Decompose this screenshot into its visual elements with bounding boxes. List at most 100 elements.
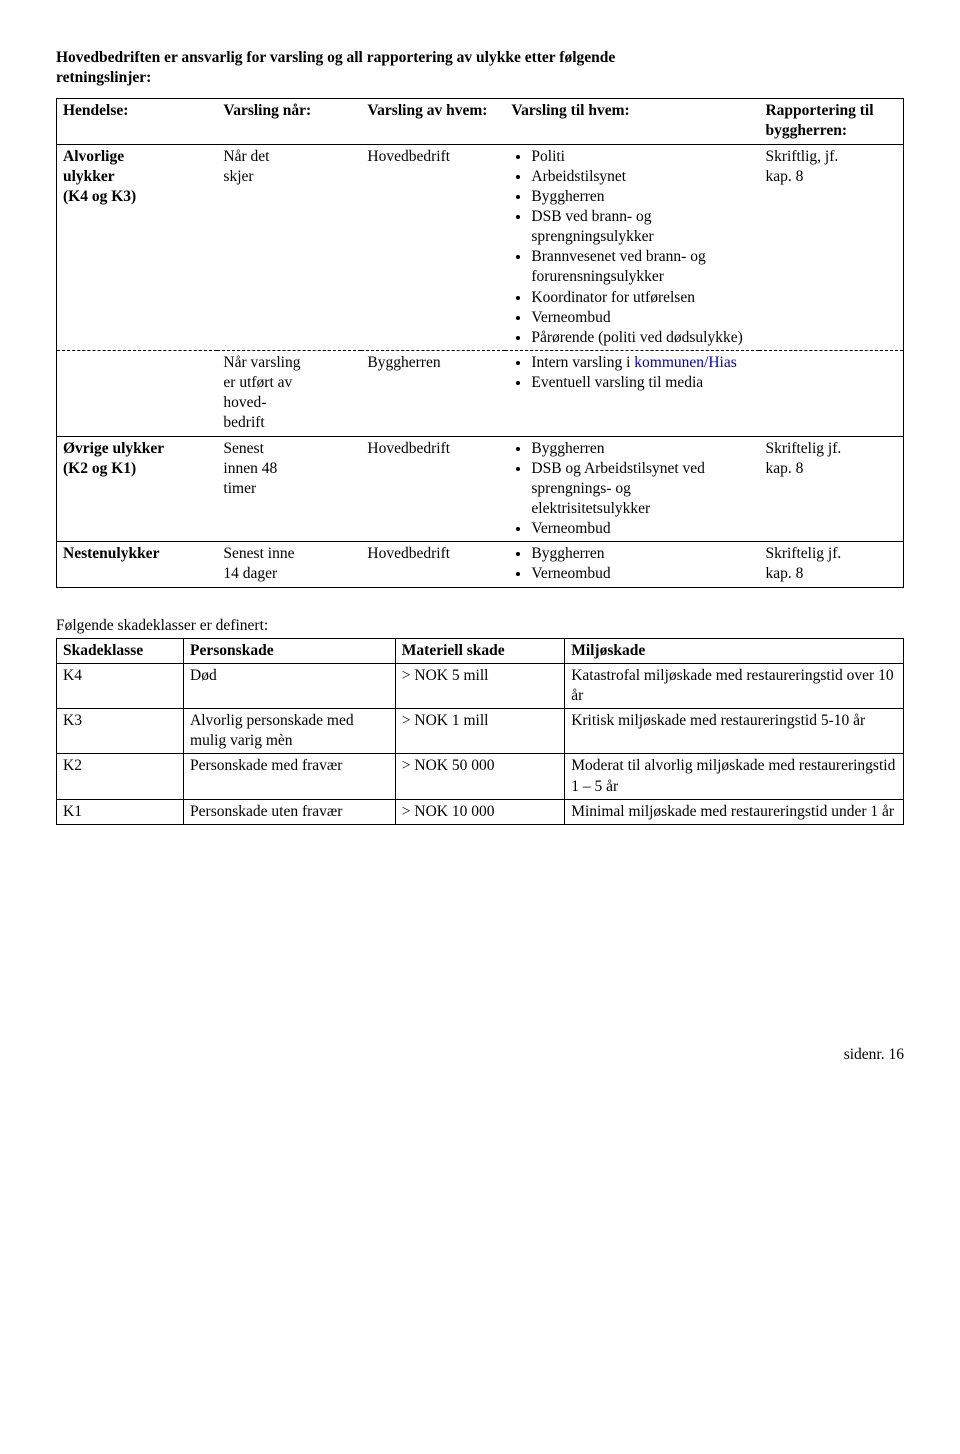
list-item: Koordinator for utførelsen — [531, 288, 753, 308]
txt: Alvorlige — [63, 148, 124, 165]
txt: 14 dager — [223, 565, 277, 582]
cell-rapp: Skriftelig jf. kap. 8 — [759, 542, 903, 587]
cell-materiell: > NOK 50 000 — [395, 754, 564, 799]
cell-materiell: > NOK 5 mill — [395, 663, 564, 708]
txt: ulykker — [63, 168, 115, 185]
table-row: Nestenulykker Senest inne 14 dager Hoved… — [57, 542, 904, 587]
txt: timer — [223, 480, 256, 497]
intro-line-1: Hovedbedriften er ansvarlig for varsling… — [56, 49, 615, 66]
cell-av: Hovedbedrift — [361, 542, 505, 587]
th-av: Varsling av hvem: — [361, 99, 505, 144]
cell-person: Personskade uten fravær — [184, 799, 396, 824]
cell-nar: Når varsling er utført av hoved- bedrift — [217, 350, 361, 436]
cell-person: Død — [184, 663, 396, 708]
txt: Når det — [223, 148, 269, 165]
list-item: Pårørende (politi ved dødsulykke) — [531, 328, 753, 348]
txt: innen 48 — [223, 460, 277, 477]
txt: Nestenulykker — [63, 545, 159, 562]
txt: Hovedbedrift — [367, 440, 450, 457]
txt: Byggherren — [367, 354, 440, 371]
table-row: Alvorlige ulykker (K4 og K3) Når det skj… — [57, 144, 904, 350]
txt: Hovedbedrift — [367, 545, 450, 562]
page-footer: sidenr. 16 — [56, 1045, 904, 1065]
table-row: K4 Død > NOK 5 mill Katastrofal miljøska… — [57, 663, 904, 708]
varsling-table: Hendelse: Varsling når: Varsling av hvem… — [56, 98, 904, 587]
txt: Øvrige ulykker — [63, 440, 164, 457]
cell-nar: Senest inne 14 dager — [217, 542, 361, 587]
txt: er utført av — [223, 374, 292, 391]
list-item: Verneombud — [531, 308, 753, 328]
th-hendelse: Hendelse: — [57, 99, 218, 144]
cell-av: Byggherren — [361, 350, 505, 436]
txt: Skriftelig jf. — [765, 440, 841, 457]
list-item: DSB og Arbeidstilsynet ved sprengnings- … — [531, 459, 753, 519]
cell-av: Hovedbedrift — [361, 144, 505, 350]
cell-person: Alvorlig personskade med mulig varig mèn — [184, 709, 396, 754]
cell-klasse: K1 — [57, 799, 184, 824]
txt: skjer — [223, 168, 253, 185]
table-row: Når varsling er utført av hoved- bedrift… — [57, 350, 904, 436]
table-row: Øvrige ulykker (K2 og K1) Senest innen 4… — [57, 436, 904, 542]
list-item: Intern varsling i kommunen/Hias — [531, 353, 753, 373]
txt: hoved- — [223, 394, 266, 411]
list-item: DSB ved brann- og sprengningsulykker — [531, 207, 753, 247]
list-item: Verneombud — [531, 519, 753, 539]
txt: Senest inne — [223, 545, 294, 562]
txt: kommunen/Hias — [634, 354, 736, 371]
list-item: Verneombud — [531, 564, 753, 584]
th-person: Personskade — [184, 638, 396, 663]
cell-miljo: Moderat til alvorlig miljøskade med rest… — [565, 754, 904, 799]
txt: (K2 og K1) — [63, 460, 136, 477]
table-header-row: Skadeklasse Personskade Materiell skade … — [57, 638, 904, 663]
table-row: K1 Personskade uten fravær > NOK 10 000 … — [57, 799, 904, 824]
list-item: Politi — [531, 147, 753, 167]
cell-person: Personskade med fravær — [184, 754, 396, 799]
table-row: K2 Personskade med fravær > NOK 50 000 M… — [57, 754, 904, 799]
list-item: Byggherren — [531, 544, 753, 564]
cell-klasse: K3 — [57, 709, 184, 754]
txt: Intern varsling i — [531, 354, 634, 371]
cell-miljo: Kritisk miljøskade med restaureringstid … — [565, 709, 904, 754]
cell-materiell: > NOK 1 mill — [395, 709, 564, 754]
cell-av: Hovedbedrift — [361, 436, 505, 542]
cell-nar: Når det skjer — [217, 144, 361, 350]
th-miljo: Miljøskade — [565, 638, 904, 663]
intro-line-2: retningslinjer: — [56, 69, 151, 86]
table-row: K3 Alvorlig personskade med mulig varig … — [57, 709, 904, 754]
cell-til: Politi Arbeidstilsynet Byggherren DSB ve… — [505, 144, 759, 350]
cell-til: Byggherren Verneombud — [505, 542, 759, 587]
txt: Når varsling — [223, 354, 300, 371]
txt: bedrift — [223, 414, 264, 431]
th-nar: Varsling når: — [217, 99, 361, 144]
cell-rapp — [759, 350, 903, 436]
list-item: Arbeidstilsynet — [531, 167, 753, 187]
list-item: Byggherren — [531, 187, 753, 207]
th-til: Varsling til hvem: — [505, 99, 759, 144]
cell-miljo: Katastrofal miljøskade med restaurerings… — [565, 663, 904, 708]
txt: kap. 8 — [765, 460, 803, 477]
skadeklasse-table: Skadeklasse Personskade Materiell skade … — [56, 638, 904, 825]
cell-til: Byggherren DSB og Arbeidstilsynet ved sp… — [505, 436, 759, 542]
txt: Hovedbedrift — [367, 148, 450, 165]
cell-klasse: K4 — [57, 663, 184, 708]
definition-intro: Følgende skadeklasser er definert: — [56, 616, 904, 636]
cell-materiell: > NOK 10 000 — [395, 799, 564, 824]
cell-hendelse: Nestenulykker — [57, 542, 218, 587]
th-klasse: Skadeklasse — [57, 638, 184, 663]
cell-hendelse: Alvorlige ulykker (K4 og K3) — [57, 144, 218, 350]
cell-miljo: Minimal miljøskade med restaureringstid … — [565, 799, 904, 824]
th-rapp: Rapportering til byggherren: — [759, 99, 903, 144]
list-item: Byggherren — [531, 439, 753, 459]
cell-hendelse: Øvrige ulykker (K2 og K1) — [57, 436, 218, 542]
txt: (K4 og K3) — [63, 188, 136, 205]
txt: Skriftlig, jf. — [765, 148, 838, 165]
table-header-row: Hendelse: Varsling når: Varsling av hvem… — [57, 99, 904, 144]
list-item: Eventuell varsling til media — [531, 373, 753, 393]
txt: Senest — [223, 440, 263, 457]
txt: Skriftelig jf. — [765, 545, 841, 562]
th-materiell: Materiell skade — [395, 638, 564, 663]
cell-til: Intern varsling i kommunen/Hias Eventuel… — [505, 350, 759, 436]
txt: kap. 8 — [765, 168, 803, 185]
intro-text: Hovedbedriften er ansvarlig for varsling… — [56, 48, 904, 88]
cell-nar: Senest innen 48 timer — [217, 436, 361, 542]
